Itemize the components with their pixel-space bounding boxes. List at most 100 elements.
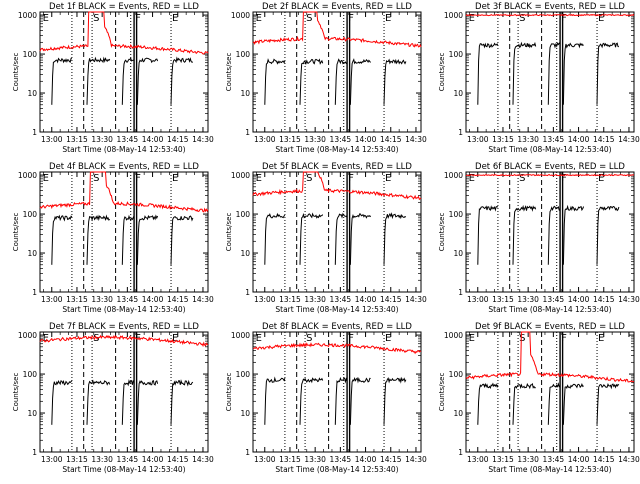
panel-title: Det 2f BLACK = Events, RED = LLD [262, 2, 412, 12]
y-tick-label: 100 [449, 210, 464, 219]
interval-marker-letter: S [306, 13, 312, 24]
events-series-line [548, 43, 560, 105]
x-tick-label: 14:15 [593, 455, 615, 464]
y-tick-label: 100 [236, 210, 251, 219]
lld-series-line [466, 175, 634, 176]
x-tick-label: 14:00 [142, 135, 164, 144]
x-tick-label: 13:15 [279, 135, 301, 144]
y-tick-label: 1 [32, 128, 37, 137]
interval-marker-letter: S [306, 173, 312, 184]
events-series-line [513, 206, 536, 264]
detector-panel: Det 6f BLACK = Events, RED = LLDCounts/s… [438, 162, 640, 314]
x-tick-label: 13:00 [41, 455, 63, 464]
x-tick-label: 14:15 [380, 295, 402, 304]
x-tick-label: 13:30 [91, 135, 113, 144]
x-tick-label: 13:00 [467, 135, 489, 144]
x-tick-label: 14:00 [142, 295, 164, 304]
x-tick-label: 13:45 [330, 135, 352, 144]
events-series-line [563, 384, 583, 425]
interval-marker-letter: E [469, 333, 475, 344]
lld-series-line [466, 15, 634, 16]
y-tick-label: 1000 [231, 11, 250, 20]
interval-marker-letter: E [43, 173, 49, 184]
y-tick-label: 1000 [231, 171, 250, 180]
x-tick-label: 14:00 [568, 455, 590, 464]
events-series-line [171, 381, 193, 425]
events-series-line [563, 44, 583, 105]
detector-panel: Det 8f BLACK = Events, RED = LLDCounts/s… [225, 322, 427, 474]
x-tick-label: 13:00 [254, 135, 276, 144]
panel-title: Det 1f BLACK = Events, RED = LLD [49, 2, 199, 12]
interval-marker-letter: F [135, 13, 141, 24]
y-axis-label: Counts/sec [225, 373, 233, 412]
events-series-line [548, 384, 560, 425]
interval-marker-letter: E [385, 173, 391, 184]
x-tick-label: 13:00 [254, 295, 276, 304]
plot-frame [466, 12, 634, 132]
x-tick-label: 13:30 [517, 295, 539, 304]
y-tick-label: 1000 [231, 331, 250, 340]
interval-marker-letter: E [43, 13, 49, 24]
plot-frame [466, 172, 634, 292]
interval-marker-letter: E [385, 333, 391, 344]
y-axis-label: Counts/sec [225, 53, 233, 92]
y-tick-label: 1000 [444, 331, 463, 340]
events-series-line [171, 216, 193, 265]
x-tick-label: 14:00 [568, 295, 590, 304]
x-tick-label: 13:45 [330, 295, 352, 304]
y-tick-label: 10 [27, 89, 37, 98]
events-series-line [350, 60, 370, 105]
x-tick-label: 14:30 [192, 455, 214, 464]
events-series-line [52, 58, 72, 105]
y-tick-label: 1 [458, 288, 463, 297]
x-axis-label: Start Time (08-May-14 12:53:40) [275, 465, 398, 474]
x-tick-label: 14:30 [192, 135, 214, 144]
y-tick-label: 1000 [444, 171, 463, 180]
x-tick-label: 13:00 [41, 295, 63, 304]
x-tick-label: 14:30 [405, 135, 427, 144]
events-series-line [478, 44, 498, 105]
x-axis-label: Start Time (08-May-14 12:53:40) [275, 305, 398, 314]
x-tick-label: 13:15 [279, 295, 301, 304]
events-series-line [52, 381, 72, 425]
interval-marker-letter: E [256, 333, 262, 344]
events-series-line [300, 378, 323, 425]
y-tick-label: 100 [23, 50, 38, 59]
detector-panel: Det 2f BLACK = Events, RED = LLD Counts/s… [225, 2, 427, 154]
x-tick-label: 14:15 [167, 455, 189, 464]
interval-marker-letter: E [172, 13, 178, 24]
y-tick-label: 100 [449, 370, 464, 379]
y-axis-label: Counts/sec [438, 213, 446, 252]
y-tick-label: 100 [449, 50, 464, 59]
events-series-line [87, 216, 110, 265]
interval-marker-letter: S [306, 333, 312, 344]
events-series-line [350, 378, 370, 425]
x-tick-label: 14:00 [142, 455, 164, 464]
x-tick-label: 14:15 [593, 135, 615, 144]
x-tick-label: 14:30 [618, 135, 640, 144]
x-tick-label: 13:45 [543, 455, 565, 464]
detector-plots-grid: Det 1f BLACK = Events, RED = LLD Counts/s… [0, 0, 640, 480]
y-tick-label: 1 [32, 288, 37, 297]
x-tick-label: 14:15 [593, 295, 615, 304]
events-series-line [478, 384, 498, 425]
y-axis-label: Counts/sec [12, 53, 20, 92]
x-tick-label: 14:00 [355, 295, 377, 304]
x-tick-label: 14:30 [618, 295, 640, 304]
interval-marker-letter: E [256, 173, 262, 184]
events-series-line [548, 206, 560, 264]
x-tick-label: 13:45 [330, 455, 352, 464]
events-series-line [597, 43, 619, 105]
y-tick-label: 10 [240, 249, 250, 258]
x-tick-label: 13:45 [543, 135, 565, 144]
y-tick-label: 10 [27, 249, 37, 258]
y-tick-label: 1 [245, 448, 250, 457]
x-tick-label: 13:30 [304, 455, 326, 464]
y-tick-label: 1 [245, 288, 250, 297]
x-tick-label: 13:30 [304, 135, 326, 144]
detector-panel: Det 7f BLACK = Events, RED = LLDCounts/s… [12, 322, 214, 474]
y-axis-label: Counts/sec [12, 213, 20, 252]
x-axis-label: Start Time (08-May-14 12:53:40) [62, 145, 185, 154]
interval-marker-letter: E [172, 173, 178, 184]
interval-marker-letter: F [348, 13, 354, 24]
